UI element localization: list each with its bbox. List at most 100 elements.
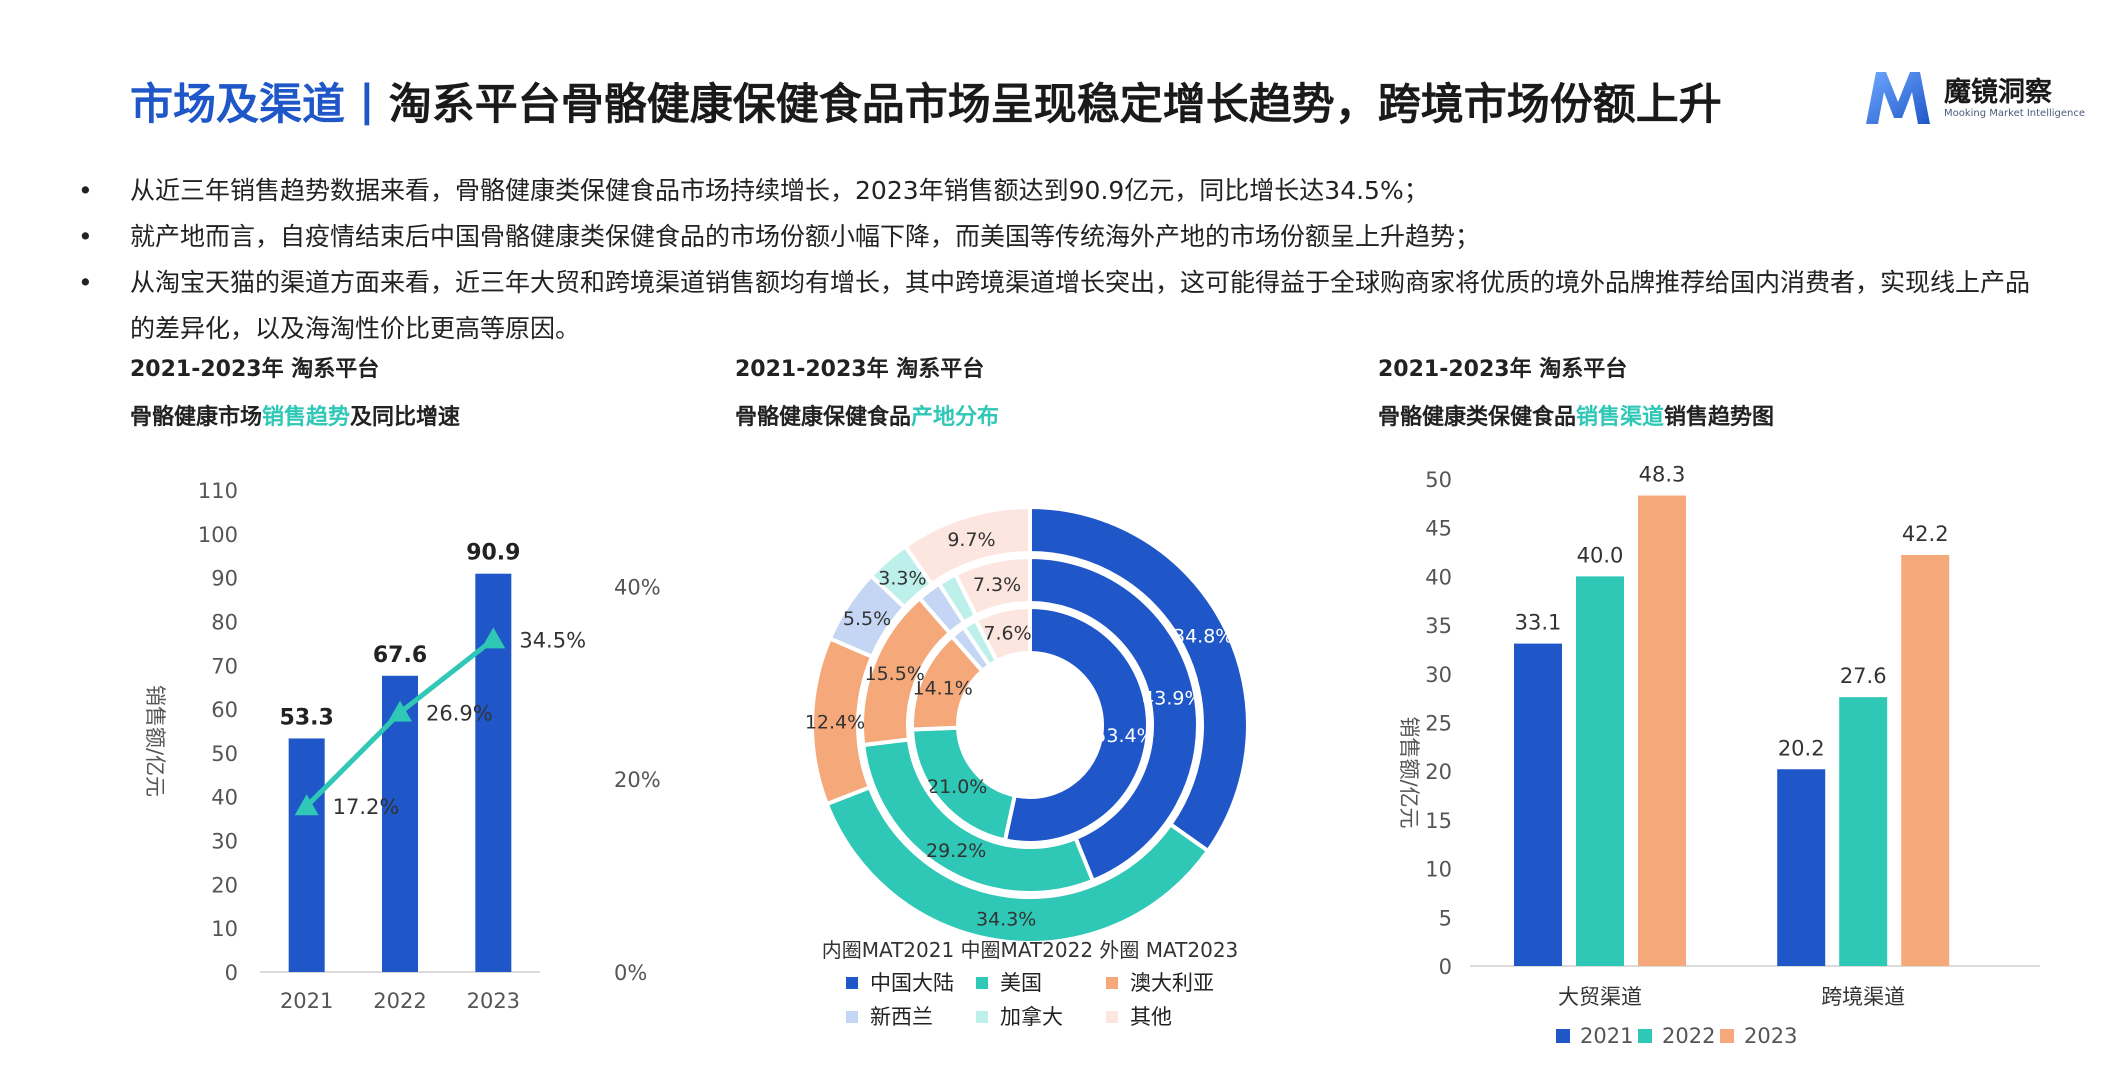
page-title: 市场及渠道 | 淘系平台骨骼健康保健食品市场呈现稳定增长趋势，跨境市场份额上升 <box>130 66 1722 136</box>
y2-tick-label: 40% <box>614 575 661 599</box>
bar-value-label: 40.0 <box>1577 543 1624 567</box>
bar-value-label: 20.2 <box>1778 736 1825 760</box>
bullet-marker: • <box>78 268 93 297</box>
title-section: 市场及渠道 <box>130 80 345 130</box>
bar-value-label: 33.1 <box>1515 611 1562 635</box>
legend-swatch <box>1556 1029 1570 1043</box>
y-tick-label: 35 <box>1425 614 1452 638</box>
slice-label: 15.5% <box>865 663 925 685</box>
logo-name: 魔镜洞察 <box>1944 77 2052 108</box>
chart2-heading-line2: 骨骼健康保健食品产地分布 <box>735 405 1000 430</box>
y-tick-label: 15 <box>1425 809 1452 833</box>
slice-label: 12.4% <box>805 711 865 733</box>
legend-label: 2023 <box>1744 1024 1797 1048</box>
growth-label: 26.9% <box>426 702 493 726</box>
chart3-heading-line2: 骨骼健康类保健食品销售渠道销售趋势图 <box>1378 405 1775 430</box>
x-tick-label: 跨境渠道 <box>1821 985 1905 1009</box>
slice-label: 21.0% <box>927 776 987 798</box>
y-tick-label: 100 <box>198 523 238 547</box>
y-tick-label: 25 <box>1425 712 1452 736</box>
growth-marker <box>481 627 506 649</box>
y-tick-label: 5 <box>1439 906 1452 930</box>
slice-label: 34.8% <box>1173 625 1233 647</box>
x-tick-label: 大贸渠道 <box>1558 985 1642 1009</box>
y-tick-label: 30 <box>1425 663 1452 687</box>
legend-swatch <box>846 977 858 989</box>
donut-slice <box>952 554 1032 619</box>
legend-swatch <box>846 1011 858 1023</box>
bar <box>1777 769 1826 966</box>
legend-swatch <box>1106 977 1118 989</box>
legend-label: 美国 <box>1000 971 1042 995</box>
slice-label: 5.5% <box>843 608 891 630</box>
y-tick-label: 30 <box>211 830 238 854</box>
y-tick-label: 10 <box>1425 858 1452 882</box>
bullet-text: 就产地而言，自疫情结束后中国骨骼健康类保健食品的市场份额小幅下降，而美国等传统海… <box>130 222 1481 251</box>
y-tick-label: 20 <box>1425 760 1452 784</box>
chart2-heading-line1: 2021-2023年 淘系平台 <box>735 357 985 382</box>
channel-sales-chart: 0 5 10 15 20 25 30 35 40 45 50 销售额/亿元 33.1 40.0 48.3 大贸… <box>1397 463 2040 1048</box>
y2-tick-label: 0% <box>614 961 647 985</box>
growth-label: 17.2% <box>333 795 400 819</box>
chart3-heading-line1: 2021-2023年 淘系平台 <box>1378 357 1628 382</box>
chart1-heading-line2: 骨骼健康市场销售趋势及同比增速 <box>130 405 461 430</box>
bullet-item: • 从近三年销售趋势数据来看，骨骼健康类保健食品市场持续增长，2023年销售额达… <box>78 168 2038 214</box>
chart3-heading: 2021-2023年 淘系平台 骨骼健康类保健食品销售渠道销售趋势图 <box>1378 346 1774 442</box>
x-tick-label: 2021 <box>280 989 333 1013</box>
bar <box>1576 576 1624 966</box>
legend-label: 2021 <box>1580 1024 1633 1048</box>
ring-caption: 内圈MAT2021 中圈MAT2022 外圈 MAT2023 <box>822 938 1239 962</box>
bar <box>1514 643 1562 966</box>
donut-slice <box>1028 554 1200 884</box>
y-tick-label: 10 <box>211 917 238 941</box>
donut-slice <box>973 604 1032 664</box>
bullet-item: • 从淘宝天猫的渠道方面来看，近三年大贸和跨境渠道销售额均有增长，其中跨境渠道增… <box>78 260 2038 352</box>
bar-value-label: 67.6 <box>373 643 427 668</box>
slice-label: 9.7% <box>947 529 995 551</box>
legend-swatch <box>976 977 988 989</box>
legend-swatch <box>1106 1011 1118 1023</box>
y-tick-label: 50 <box>211 742 238 766</box>
y-tick-label: 50 <box>1425 468 1452 492</box>
sales-trend-chart: 0 10 20 30 40 50 60 70 80 90 100 110 0% 20% 40% 销售额/亿元 5… <box>143 479 661 1013</box>
donut-slice <box>902 504 1032 587</box>
legend-swatch <box>1638 1029 1652 1043</box>
bar-value-label: 53.3 <box>280 705 334 730</box>
slice-label: 3.3% <box>878 568 926 590</box>
y-axis-label: 销售额/亿元 <box>143 685 167 797</box>
chart2-heading: 2021-2023年 淘系平台 骨骼健康保健食品产地分布 <box>735 346 999 442</box>
x-tick-label: 2022 <box>373 989 426 1013</box>
slice-label: 53.4% <box>1094 725 1154 747</box>
logo-m-icon <box>1866 72 1930 124</box>
legend-label: 其他 <box>1130 1005 1172 1029</box>
chart1-heading-line1: 2021-2023年 淘系平台 <box>130 357 380 382</box>
legend-label: 2022 <box>1662 1024 1715 1048</box>
y-tick-label: 20 <box>211 873 238 897</box>
bar-value-label: 27.6 <box>1840 664 1887 688</box>
bar <box>1901 554 1950 966</box>
slice-label: 29.2% <box>926 840 986 862</box>
legend-swatch <box>976 1011 988 1023</box>
slice-label: 14.1% <box>913 678 973 700</box>
legend-swatch <box>1720 1029 1734 1043</box>
slice-label: 34.3% <box>976 909 1036 931</box>
growth-label: 34.5% <box>519 628 586 652</box>
growth-marker <box>294 794 319 816</box>
bar <box>1638 495 1686 966</box>
y-axis-label: 销售额/亿元 <box>1397 716 1421 828</box>
growth-marker <box>388 700 412 722</box>
bullet-item: • 就产地而言，自疫情结束后中国骨骼健康类保健食品的市场份额小幅下降，而美国等传… <box>78 214 2038 260</box>
logo-tagline: Mooking Market Intelligence <box>1944 108 2086 119</box>
legend-label: 中国大陆 <box>870 971 954 995</box>
bar <box>288 738 325 972</box>
legend-label: 新西兰 <box>870 1005 933 1029</box>
y-tick-label: 70 <box>211 654 238 678</box>
bar-value-label: 42.2 <box>1902 522 1949 546</box>
bar <box>1839 697 1888 966</box>
bullet-marker: • <box>78 222 93 251</box>
origin-distribution-chart: 53.4% 21.0% 14.1% 7.6% 43.9% 29.2% 15.5% 7.3% 34… <box>805 504 1250 1029</box>
slice-label: 7.3% <box>973 574 1021 596</box>
y-tick-label: 60 <box>211 698 238 722</box>
bar-value-label: 90.9 <box>466 541 520 566</box>
bullet-text: 从近三年销售趋势数据来看，骨骼健康类保健食品市场持续增长，2023年销售额达到9… <box>130 176 1429 205</box>
